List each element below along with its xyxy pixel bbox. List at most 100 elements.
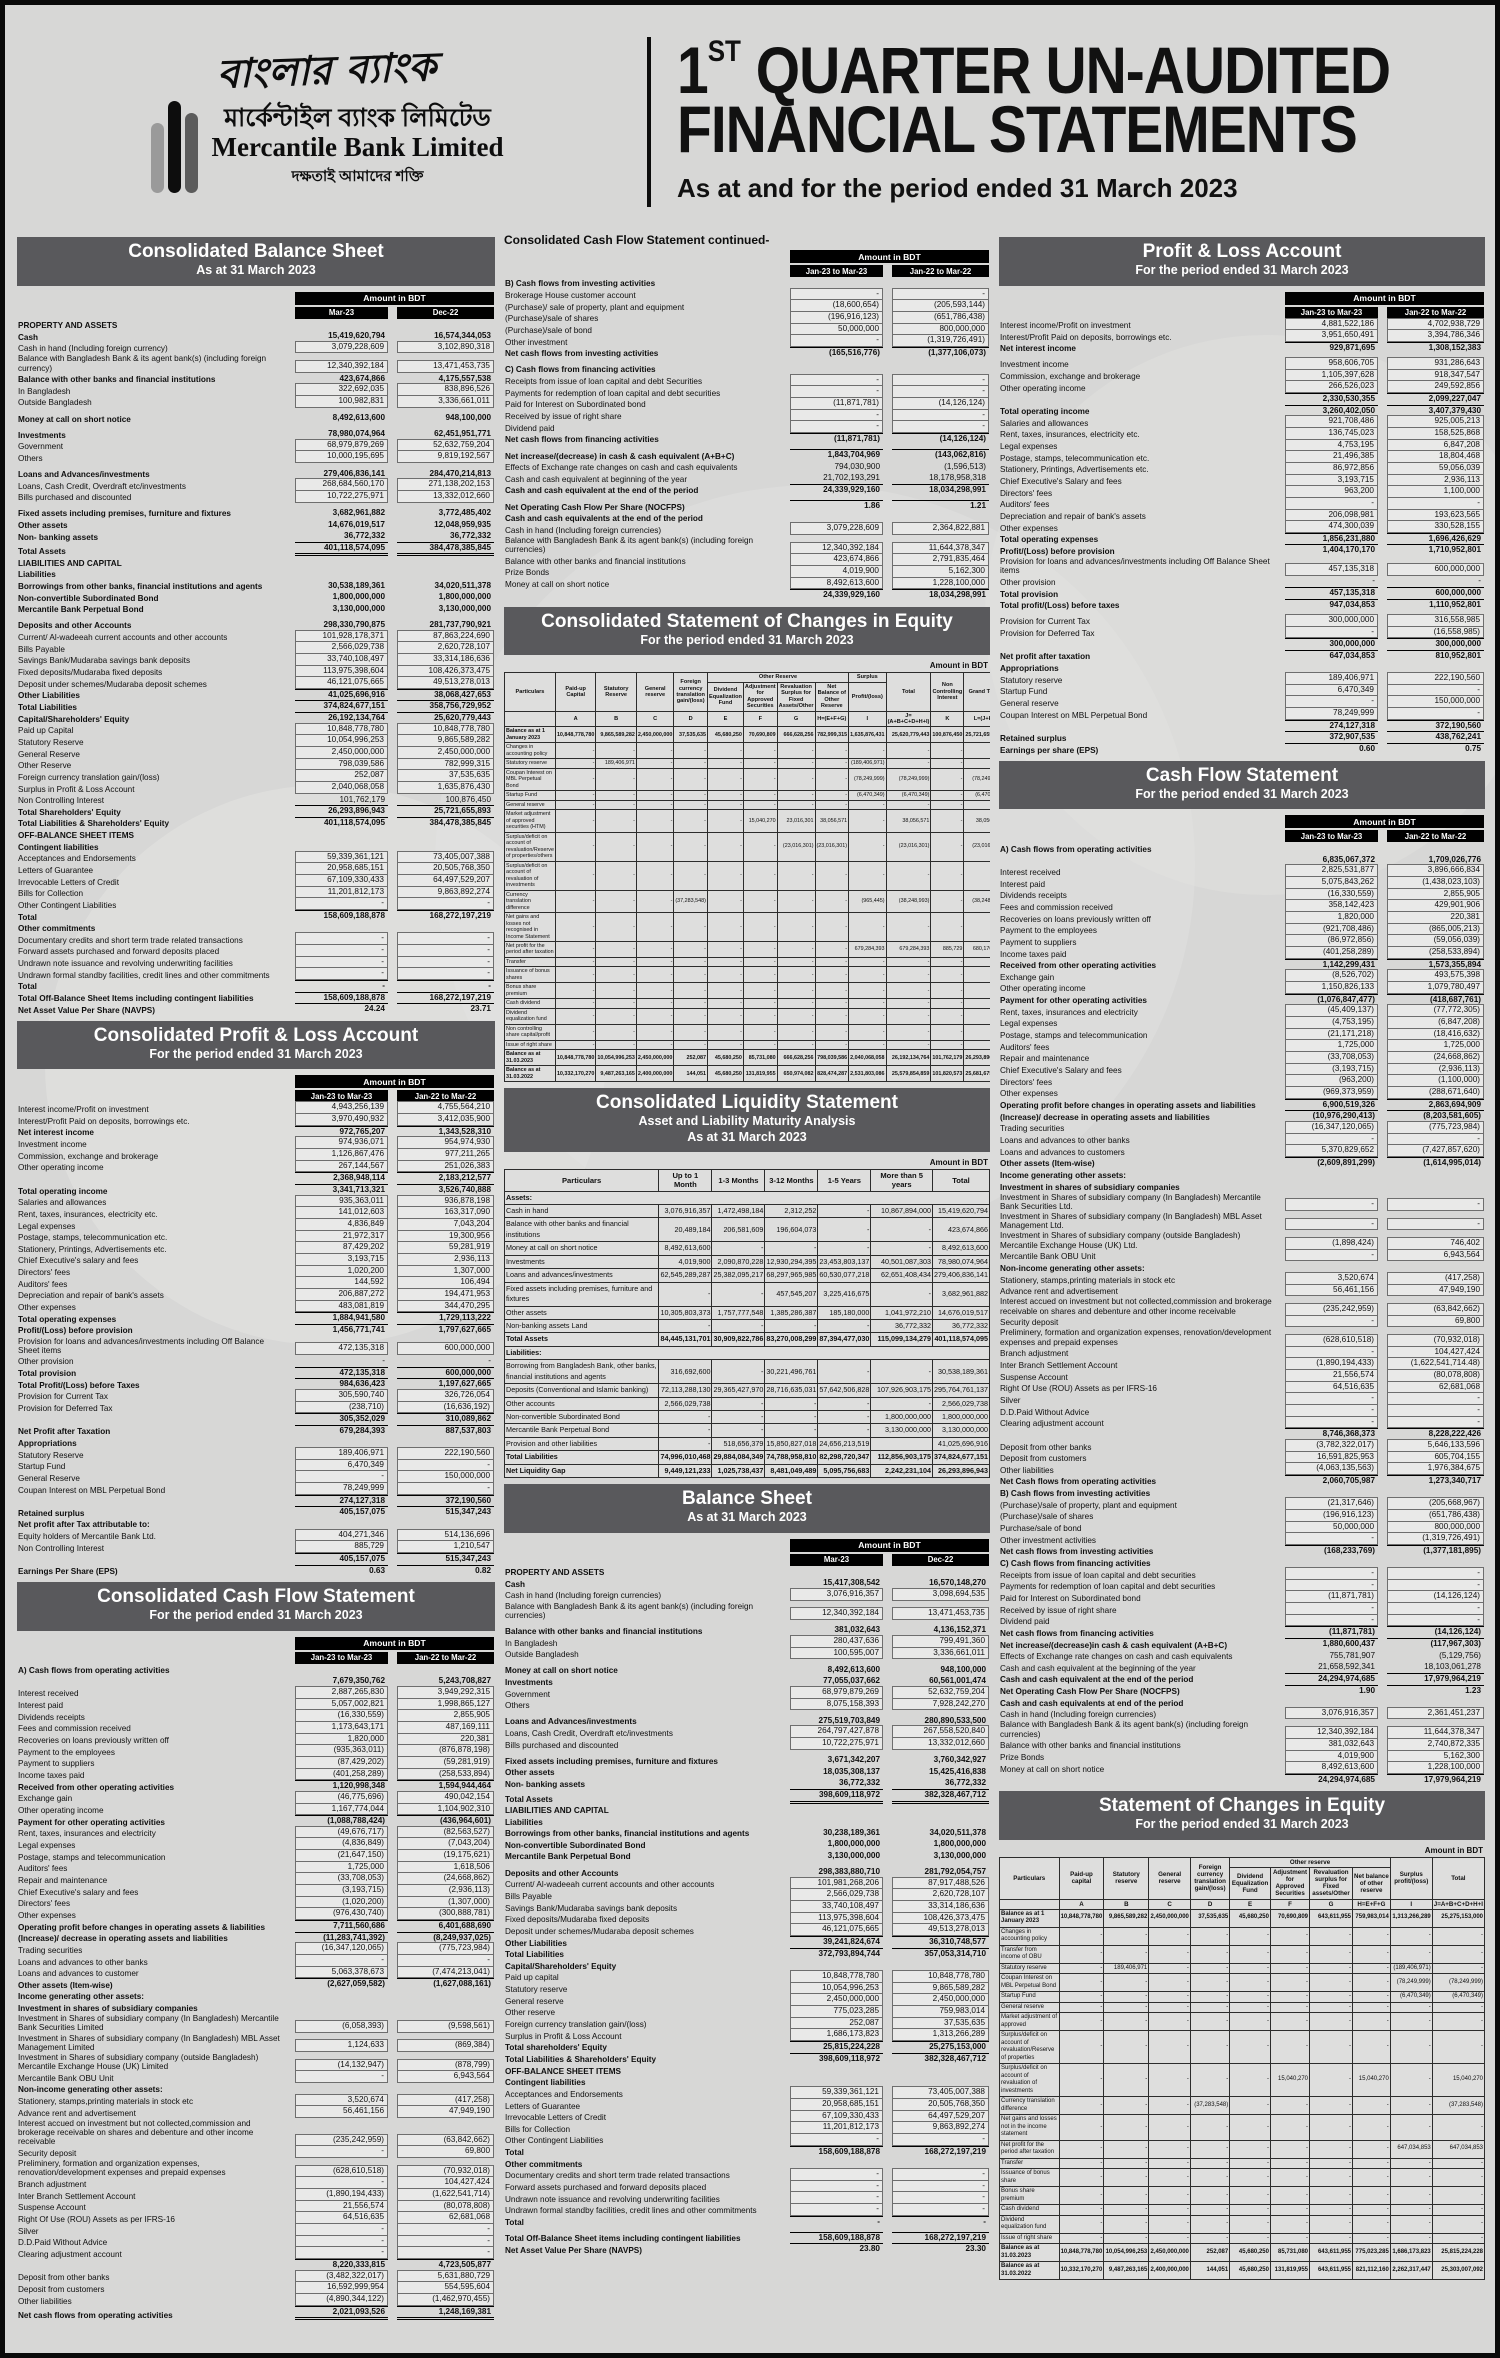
value-prior: 9,819,192,567 — [397, 450, 494, 464]
value-prior: 1,079,780,497 — [1387, 981, 1484, 994]
value-current: 1,456,771,741 — [295, 1323, 388, 1336]
value-cell: - — [1269, 2030, 1311, 2065]
row-label: Interest/Profit Paid on deposits, borrow… — [1000, 332, 1172, 342]
row-label: Stationery, Printings, Advertisements et… — [18, 1244, 167, 1254]
value-prior: 2,099,227,047 — [1387, 392, 1484, 405]
value-current: 21,702,193,291 — [823, 473, 880, 483]
value-prior: 8,228,222,426 — [1387, 1428, 1484, 1440]
row-label: Investment in Shares of subsidiary compa… — [1000, 1212, 1262, 1231]
row-label: Paid up capital — [505, 1973, 559, 1983]
bank-logo-icon — [150, 101, 198, 193]
row-label: Forward assets purchased and forward dep… — [18, 947, 220, 957]
value-cell: - — [1229, 1926, 1271, 1946]
value-cell: - — [1431, 2204, 1485, 2216]
value-cell: - — [554, 982, 597, 1000]
data-row: Balance with other banks and financial i… — [504, 553, 990, 566]
amount-unit-label: Amount in BDT — [929, 1158, 988, 1168]
value-prior: 36,772,332 — [450, 531, 491, 541]
row-label: Total profit/(Loss) before taxes — [1000, 601, 1120, 611]
value-cell: - — [742, 742, 778, 760]
row-label: Capital/Shareholders' Equity — [18, 714, 130, 724]
value-current: (1,088,788,424) — [295, 1815, 388, 1827]
value-cell: - — [673, 1007, 708, 1025]
table-row: Net profit for the period after taxation… — [999, 2139, 1485, 2159]
data-row: Cash in hand (Including foreign currenci… — [999, 1706, 1485, 1720]
value-prior: 0.75 — [1387, 743, 1484, 755]
value-cell: 25,579,854,859 — [885, 1065, 932, 1083]
value-prior: (8,203,581,605) — [1387, 1110, 1484, 1122]
value-cell: - — [673, 966, 708, 984]
value-cell: - — [635, 956, 675, 968]
value-current: 8,492,613,600 — [790, 576, 883, 590]
data-row: Statutory reserve 10,054,996,253 9,865,589… — [504, 1981, 990, 1995]
value-cell: 15,040,270 — [1269, 2063, 1311, 2098]
value-cell: - — [1431, 2001, 1485, 2014]
value-cell: - — [1229, 2030, 1271, 2065]
value-prior: - — [892, 420, 989, 433]
value-cell: - — [1189, 2157, 1231, 2170]
table-row: Balance as at 31.03.2023 10,848,778,780 10… — [999, 2243, 1485, 2263]
value-cell: 401,118,574,095 — [932, 1332, 990, 1347]
data-row: Capital/Shareholders' Equity 26,192,134,7… — [17, 712, 495, 724]
table-row: Surplus/deficit on account of revaluatio… — [999, 2030, 1485, 2065]
row-label: Others — [505, 1701, 530, 1711]
value-cell: - — [1309, 2114, 1354, 2141]
row-label: Payments for redemption of loan capital … — [1000, 1582, 1216, 1592]
brand-block: বাংলার ব্যাংক মার্কেন্টাইল ব্যাংক লিমিটে… — [17, 43, 637, 193]
data-row: Other liabilities (4,063,135,563) 1,976,38… — [999, 1462, 1485, 1475]
value-cell: - — [1189, 2012, 1231, 2032]
section-title: Consolidated Profit & Loss Account — [93, 1024, 419, 1046]
data-row: Profit/(Loss) before provision 1,404,170,… — [999, 544, 1485, 556]
value-cell: 38,056,571 — [963, 809, 990, 833]
value-cell: 666,628,256 — [776, 726, 816, 744]
data-row: Coupan Interest on MBL Perpetual Bond 78,… — [999, 707, 1485, 720]
value-current: 679,284,393 — [295, 1424, 388, 1437]
section-heading-row: Liabilities — [17, 568, 495, 580]
table-row: Non controlling share capital/profit - - - -… — [504, 1023, 990, 1041]
row-label: Surplus/deficit on account of revaluatio… — [999, 2030, 1060, 2065]
row-label: Clearing adjustment account — [18, 2249, 122, 2259]
data-row: Forward assets purchased and forward dep… — [504, 2179, 990, 2193]
value-current: 3,951,650,491 — [1285, 329, 1378, 342]
value-prior: 357,053,314,710 — [892, 1947, 989, 1960]
value-cell: - — [776, 790, 816, 801]
row-label: Market adjustment of approved — [999, 2012, 1060, 2032]
data-row: Directors' fees 963,200 1,100,000 — [999, 485, 1485, 498]
row-label: Directors' fees — [1000, 488, 1053, 498]
value-prior: (5,129,756) — [1439, 1650, 1481, 1660]
value-prior: 600,000,000 — [397, 1366, 494, 1379]
table-row: Transfer------------ — [504, 956, 990, 968]
value-current: 401,118,574,095 — [295, 541, 388, 557]
value-cell: - — [848, 1007, 887, 1025]
value-current: 401,118,574,095 — [295, 816, 388, 829]
data-row: Bills for Collection 11,201,812,173 9,863,… — [504, 2121, 990, 2135]
value-current: 158,609,188,878 — [790, 2145, 883, 2158]
value-cell: - — [595, 982, 637, 1000]
row-label: Net cash flows from financing activities — [1000, 1628, 1154, 1638]
data-row: 24,294,974,685 17,979,964,219 — [999, 1773, 1485, 1786]
section-banner: Consolidated Cash Flow Statement For the… — [17, 1582, 495, 1631]
value-cell: 8,492,613,600 — [932, 1241, 990, 1256]
value-cell: (23,016,301) — [814, 831, 850, 862]
data-row: Money at call on short notice 8,492,613,6… — [504, 1664, 990, 1676]
value-prior: 62,451,951,771 — [434, 429, 491, 439]
data-row: Provision for Current Tax 305,590,740 326,… — [17, 1388, 495, 1402]
table-row: Other accounts 2,566,029,738- - - -2,566,029… — [504, 1396, 990, 1412]
row-label: Other assets (Item-wise) — [18, 1980, 113, 1990]
data-row: Clearing adjustment account - - — [999, 1415, 1485, 1429]
value-cell: 2,450,000,000 — [635, 1049, 675, 1067]
section-title: Profit & Loss Account — [1142, 241, 1342, 262]
data-row: Investment in Shares of subsidiary compa… — [999, 1211, 1485, 1231]
data-row: Net increase/(decrease)in cash & cash eq… — [999, 1638, 1485, 1650]
value-prior: 13,471,453,735 — [397, 360, 494, 373]
value-prior: 600,000,000 — [397, 1342, 494, 1355]
data-row: Balance with other banks and financial i… — [999, 1737, 1485, 1751]
row-label: Other commitments — [18, 924, 96, 934]
value-current: 30,538,189,361 — [328, 580, 385, 590]
row-label: Total — [505, 2148, 524, 2158]
value-cell: - — [963, 966, 990, 984]
value-cell: - — [870, 1281, 933, 1307]
value-current: 7,679,350,762 — [332, 1676, 385, 1686]
row-label: Balance as at 31.03.2022 — [999, 2261, 1060, 2281]
row-label: Earnings Per Share (EPS) — [18, 1567, 118, 1577]
